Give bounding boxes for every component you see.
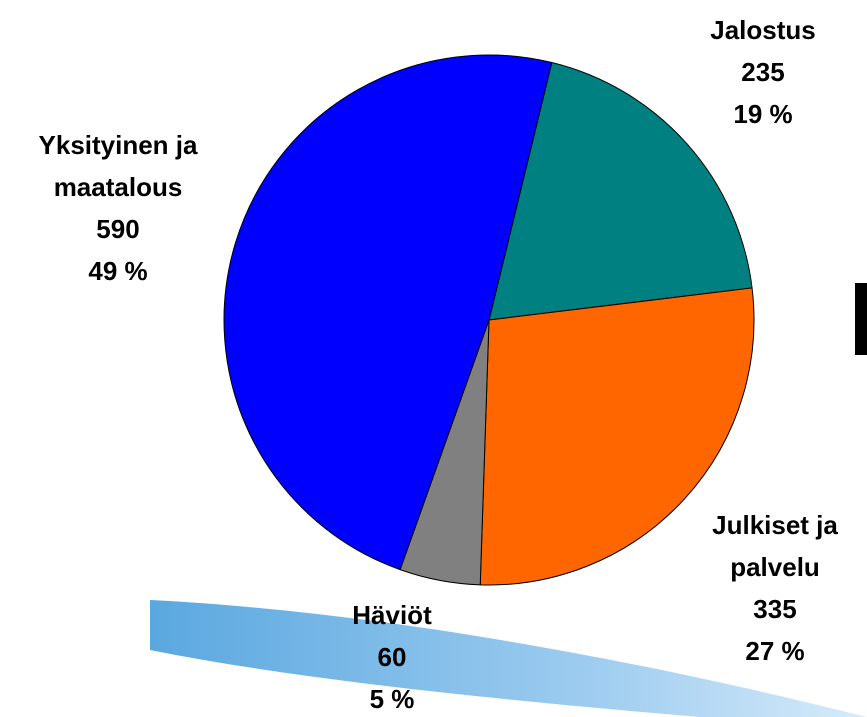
slice-label: Häviöt 60 5 % — [262, 594, 522, 717]
pie — [223, 54, 755, 586]
pie-slice — [479, 287, 755, 586]
category-label: Häviöt — [352, 600, 432, 630]
value-label: 60 — [377, 642, 407, 672]
value-label: 335 — [753, 594, 797, 624]
pie-slice — [223, 54, 553, 571]
category-label: Julkiset ja palvelu — [712, 510, 838, 582]
slice-label: Yksityinen ja maatalous 590 49 % — [0, 124, 248, 292]
percent-label: 49 % — [88, 256, 148, 286]
category-label: Yksityinen ja maatalous — [38, 130, 198, 202]
slice-label: Jalostus 235 19 % — [633, 9, 867, 135]
percent-label: 19 % — [733, 99, 793, 129]
slice-label: Julkiset ja palvelu 335 27 % — [645, 504, 867, 672]
decorative-bar — [855, 283, 867, 355]
value-label: 590 — [96, 214, 140, 244]
value-label: 235 — [741, 57, 785, 87]
pie-slice — [488, 61, 753, 321]
percent-label: 27 % — [745, 636, 805, 666]
category-label: Jalostus — [710, 15, 816, 45]
decorative-wave — [150, 600, 867, 717]
percent-label: 5 % — [369, 684, 415, 714]
